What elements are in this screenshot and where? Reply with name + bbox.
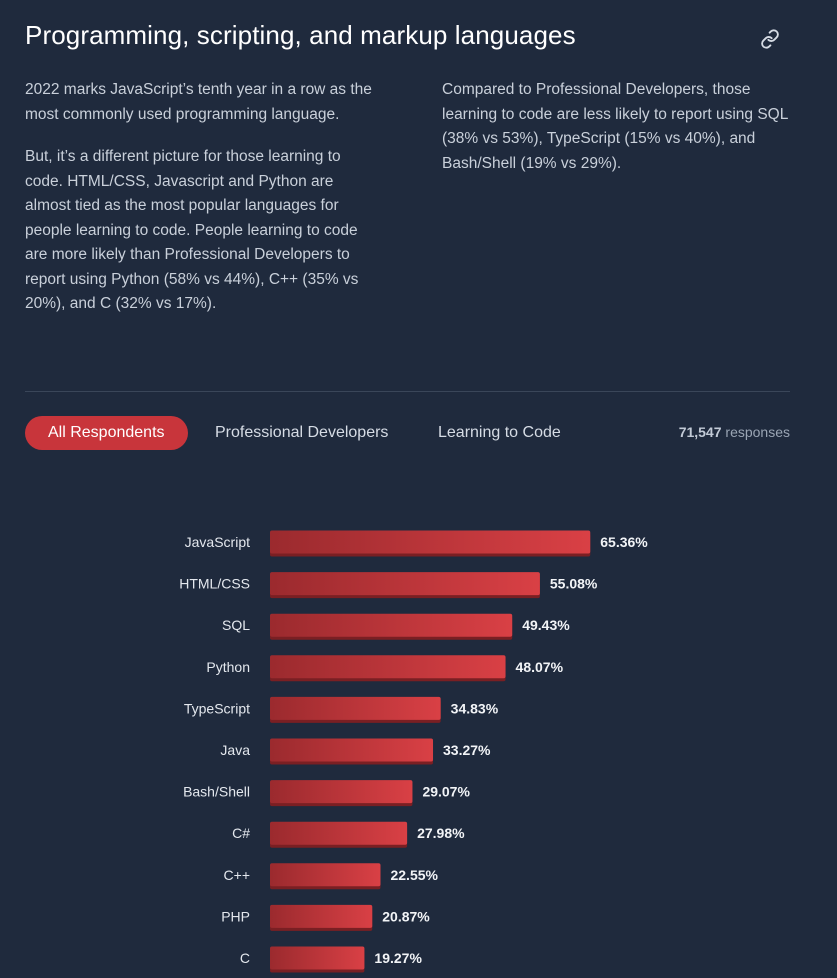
bar-value-label: 49.43% [522,617,570,633]
bar-category-label: HTML/CSS [179,576,250,592]
bar-category-label: C++ [224,867,250,883]
bar-category-label: JavaScript [185,534,250,550]
bar-value-label: 22.55% [390,867,438,883]
intro-left-column: 2022 marks JavaScript’s tenth year in a … [25,78,375,335]
bar[interactable] [270,904,373,928]
bar-category-label: PHP [221,908,250,924]
bar-category-label: C [240,950,250,966]
bar-category-label: TypeScript [184,700,250,716]
bar-value-label: 19.27% [374,950,422,966]
bar-value-label: 48.07% [516,659,564,675]
intro-paragraph: 2022 marks JavaScript’s tenth year in a … [25,81,372,123]
bar[interactable] [270,863,381,887]
bar-value-label: 29.07% [422,784,470,800]
bar[interactable] [270,821,408,845]
bar-value-label: 34.83% [451,700,499,716]
intro-right-column: Compared to Professional Developers, tho… [442,78,792,194]
bar[interactable] [270,572,540,596]
tab-all-respondents[interactable]: All Respondents [25,416,188,450]
intro-paragraph: Compared to Professional Developers, tho… [442,81,788,172]
responses-label: responses [725,424,790,440]
intro-paragraph: But, it’s a different picture for those … [25,148,359,312]
bar-category-label: Bash/Shell [183,784,250,800]
link-icon[interactable] [760,29,780,49]
section-title: Programming, scripting, and markup langu… [25,20,576,50]
bar[interactable] [270,655,506,679]
bar-category-label: SQL [222,617,250,633]
bar[interactable] [270,530,591,554]
languages-bar-chart: JavaScript 65.36% HTML/CSS 55.08% SQL 49.43% P… [179,530,648,973]
bar[interactable] [270,613,513,637]
tab-professional-developers[interactable]: Professional Developers [215,424,389,441]
bar-value-label: 65.36% [600,534,648,550]
bar-value-label: 20.87% [382,908,430,924]
bar-value-label: 55.08% [550,576,598,592]
section-divider [25,391,790,392]
bar-category-label: Python [206,659,250,675]
tab-learning-to-code[interactable]: Learning to Code [438,424,561,441]
bar-value-label: 27.98% [417,825,465,841]
bar[interactable] [270,946,365,970]
bar-category-label: Java [220,742,250,758]
bar-category-label: C# [232,825,250,841]
bar[interactable] [270,738,434,762]
bar-value-label: 33.27% [443,742,491,758]
bar[interactable] [270,696,441,720]
bar[interactable] [270,780,413,804]
responses-count: 71,547 responses [679,424,790,440]
responses-number: 71,547 [678,424,722,440]
